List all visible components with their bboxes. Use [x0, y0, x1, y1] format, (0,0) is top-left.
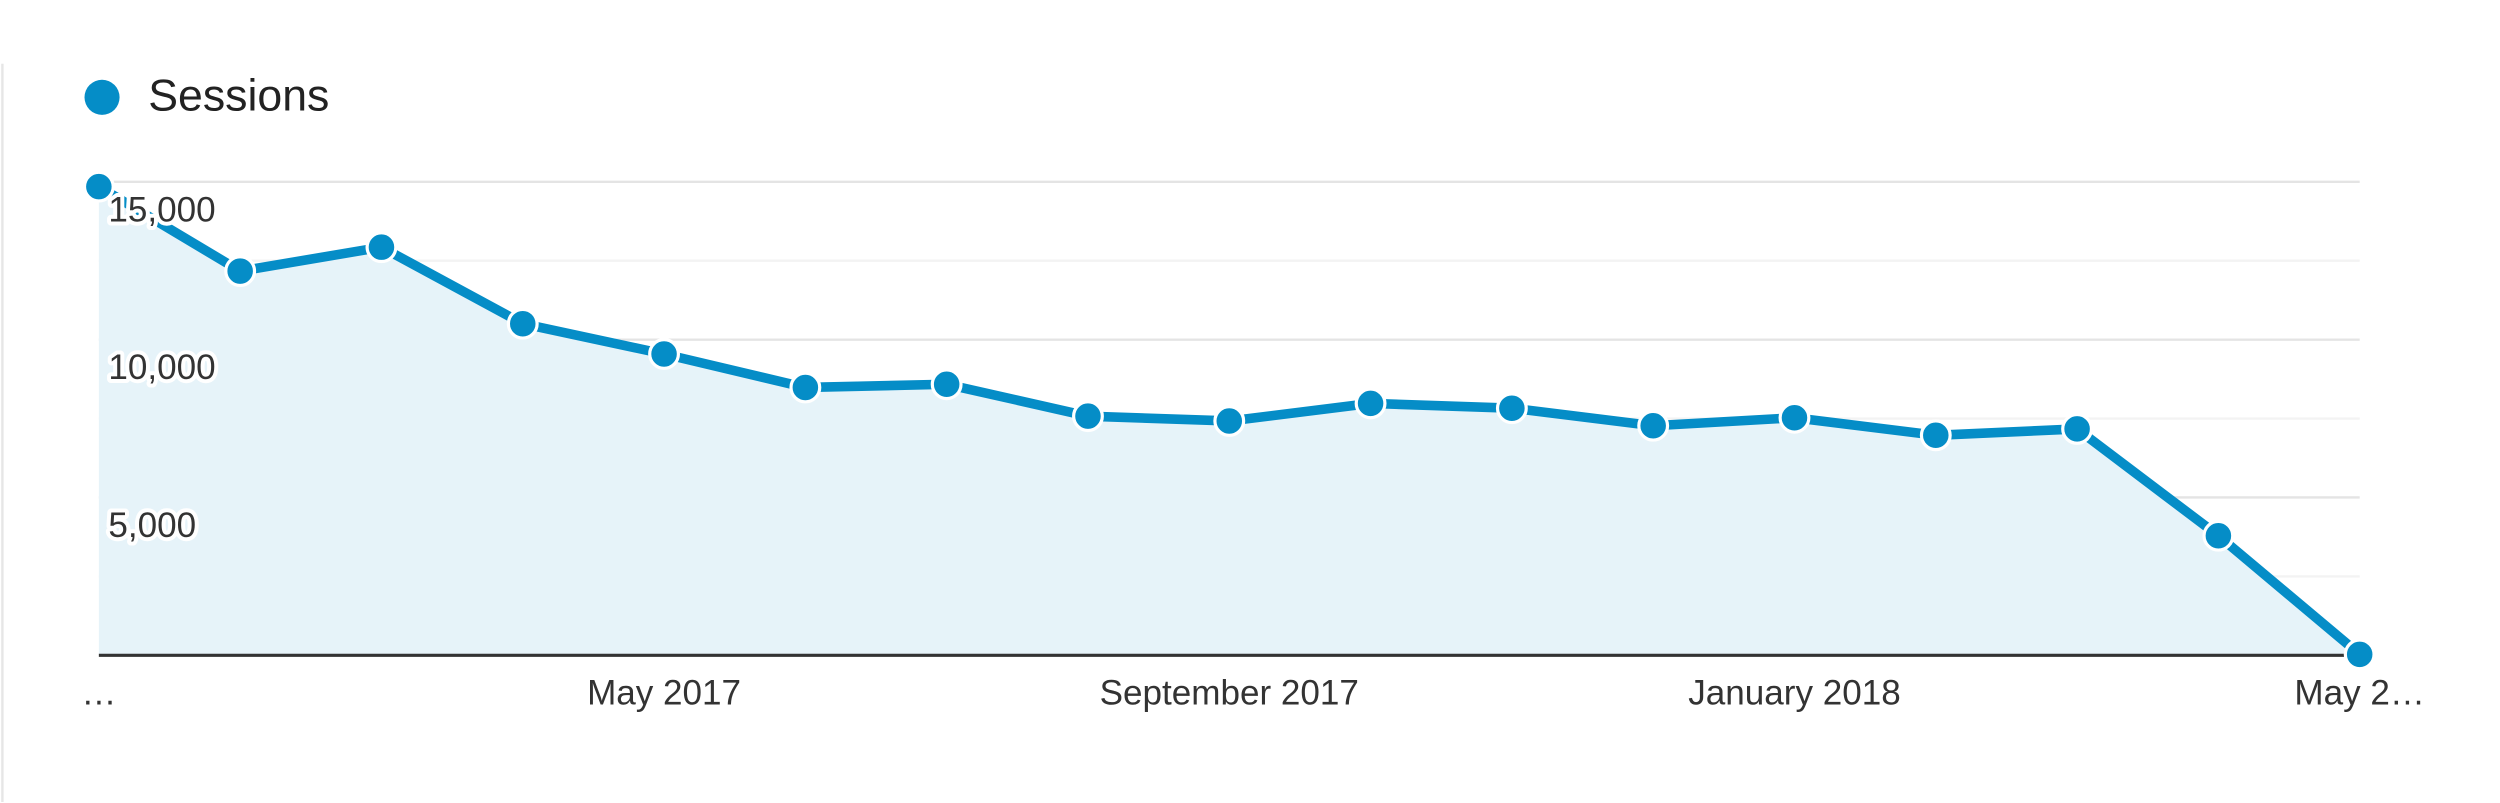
data-point: [1919, 419, 1952, 452]
data-point: [1072, 400, 1104, 433]
x-tick-label: May 2017: [587, 673, 741, 712]
data-point: [506, 307, 539, 340]
data-point: [224, 255, 257, 288]
data-point: [1213, 405, 1246, 437]
data-point: [930, 368, 963, 401]
data-point: [1354, 387, 1387, 420]
data-point: [1778, 401, 1811, 434]
data-point: [82, 170, 115, 203]
legend-swatch: [84, 79, 120, 115]
x-tick-label: …: [81, 673, 116, 712]
data-point: [365, 231, 398, 264]
x-tick-label: January 2018: [1688, 673, 1900, 712]
data-point: [1495, 392, 1528, 425]
y-tick-label: 10,000: [108, 348, 215, 387]
data-point: [1637, 409, 1670, 442]
x-tick-label: September 2017: [1100, 673, 1359, 712]
legend-label: Sessions: [148, 72, 329, 121]
x-tick-label: May 2…: [2294, 673, 2425, 712]
data-point: [2061, 412, 2094, 445]
y-tick-label: 15,000: [108, 190, 215, 229]
data-point: [2343, 638, 2376, 671]
y-tick-label: 5,000: [108, 506, 196, 545]
data-point: [789, 371, 822, 404]
data-point: [2202, 519, 2235, 552]
data-point: [648, 338, 681, 370]
